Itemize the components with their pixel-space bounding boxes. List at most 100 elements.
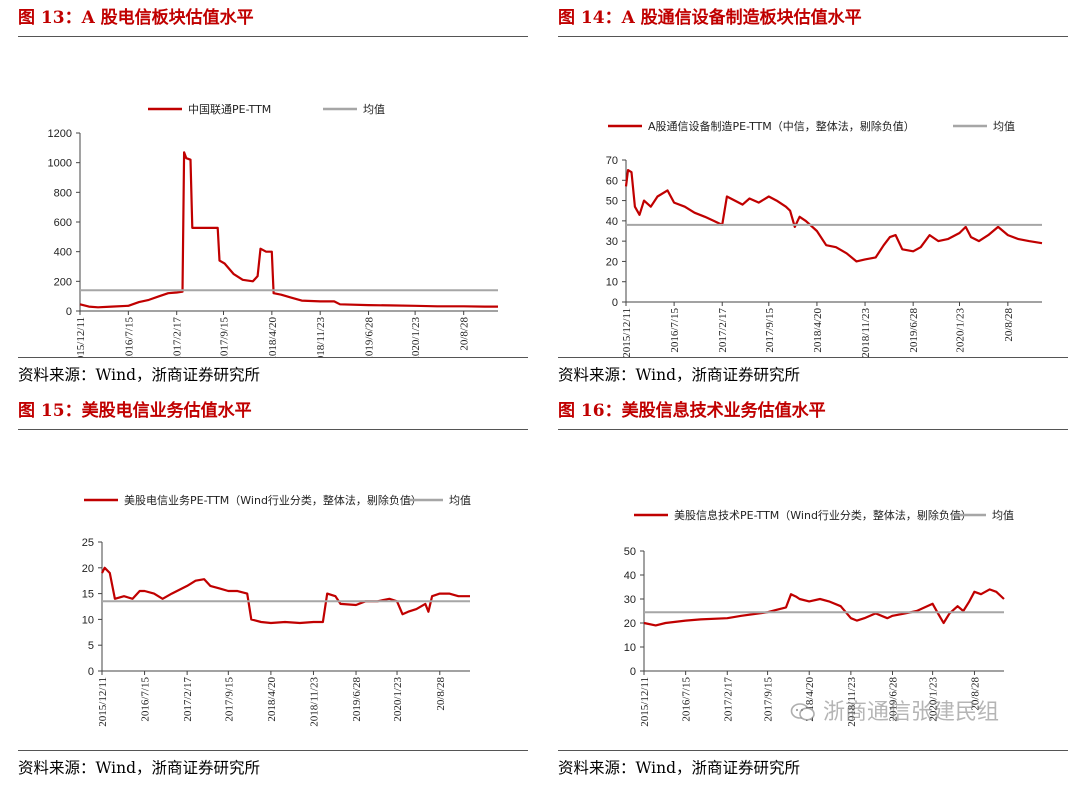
- legend-entry: 美股电信业务PE-TTM（Wind行业分类，整体法，剔除负值）: [84, 493, 422, 507]
- x-tick-label: 2019/6/28: [364, 317, 376, 357]
- y-tick-label: 70: [606, 155, 618, 167]
- legend-entry: 均值: [323, 103, 385, 116]
- pe-ttm-line: [101, 566, 470, 625]
- legend-label: 均值: [993, 120, 1015, 133]
- y-tick-label: 200: [54, 276, 72, 288]
- legend-entry: A股通信设备制造PE-TTM（中信，整体法，剔除负值）: [608, 119, 915, 133]
- x-tick-label: 2020/1/23: [410, 317, 422, 357]
- x-tick-label: 2020/1/23: [955, 308, 967, 353]
- chart-16: 0 10 20 30 40 50 2015/12/11 2016/7/15 2017/2/17 2…: [624, 508, 1014, 727]
- y-tick-label: 20: [82, 563, 94, 575]
- pe-ttm-line: [79, 151, 498, 309]
- wechat-icon: [790, 703, 815, 721]
- y-tick-label: 1000: [48, 158, 72, 170]
- pe-ttm-line: [624, 169, 1043, 263]
- x-tick-label: 2015/12/11: [97, 677, 109, 727]
- y-tick-label: 50: [606, 196, 618, 208]
- x-tick-label: 20/8/28: [435, 677, 447, 711]
- y-tick-label: 5: [88, 640, 94, 652]
- y-tick-label: 20: [624, 618, 636, 630]
- figure-15: 图 15：美股电信业务估值水平 0 5 10 15 20 25 2015/12/11 2016…: [18, 393, 528, 785]
- chart-15: 0 5 10 15 20 25 2015/12/11 2016/7/15 2017/2/17 20…: [82, 493, 471, 727]
- y-tick-label: 30: [606, 236, 618, 248]
- source-note: 资料来源：Wind，浙商证券研究所: [18, 357, 528, 392]
- legend-entry: 均值: [952, 509, 1014, 522]
- legend-label: 均值: [449, 494, 471, 507]
- x-tick-label: 2015/12/11: [639, 677, 651, 727]
- x-tick-label: 2018/11/23: [315, 317, 327, 357]
- x-tick-label: 20/8/28: [459, 317, 471, 351]
- figure-14: 图 14：A 股通信设备制造板块估值水平 0 10 20 30 40 50 60 70 2015…: [558, 0, 1068, 392]
- legend-entry: 美股信息技术PE-TTM（Wind行业分类，整体法，剔除负值）: [634, 508, 972, 522]
- y-tick-label: 15: [82, 589, 94, 601]
- y-tick-label: 600: [54, 217, 72, 229]
- y-tick-label: 60: [606, 175, 618, 187]
- legend-entry: 均值: [409, 494, 471, 507]
- y-tick-label: 400: [54, 247, 72, 259]
- y-tick-label: 10: [82, 614, 94, 626]
- y-tick-label: 30: [624, 594, 636, 606]
- x-tick-label: 2018/11/23: [860, 308, 872, 357]
- source-note: 资料来源：Wind，浙商证券研究所: [558, 357, 1068, 392]
- x-tick-label: 2017/2/17: [722, 677, 734, 722]
- y-tick-label: 10: [606, 277, 618, 289]
- source-note: 资料来源：Wind，浙商证券研究所: [18, 750, 528, 785]
- x-tick-label: 2016/7/15: [140, 677, 152, 722]
- legend-entry: 中国联通PE-TTM: [148, 103, 271, 116]
- legend-label: 美股信息技术PE-TTM（Wind行业分类，整体法，剔除负值）: [674, 508, 972, 522]
- legend-label: A股通信设备制造PE-TTM（中信，整体法，剔除负值）: [648, 119, 915, 133]
- x-tick-label: 2018/4/20: [266, 677, 278, 722]
- source-note: 资料来源：Wind，浙商证券研究所: [558, 750, 1068, 785]
- x-tick-label: 2019/6/28: [908, 308, 920, 353]
- x-tick-label: 2017/2/17: [172, 317, 184, 357]
- x-tick-label: 2018/11/23: [308, 677, 320, 727]
- y-tick-label: 40: [606, 216, 618, 228]
- x-tick-label: 2020/1/23: [928, 677, 940, 722]
- x-tick-label: 20/8/28: [969, 677, 981, 711]
- x-tick-label: 2020/1/23: [392, 677, 404, 722]
- legend-label: 均值: [992, 509, 1014, 522]
- y-tick-label: 50: [624, 546, 636, 558]
- x-tick-label: 2016/7/15: [681, 677, 693, 722]
- figure-title: 图 15：美股电信业务估值水平: [18, 393, 528, 430]
- legend-entry: 均值: [953, 120, 1015, 133]
- x-tick-label: 2018/11/23: [846, 677, 858, 727]
- legend-label: 美股电信业务PE-TTM（Wind行业分类，整体法，剔除负值）: [124, 493, 422, 507]
- x-tick-label: 2019/6/28: [888, 677, 900, 722]
- x-tick-label: 2017/9/15: [218, 317, 230, 357]
- x-tick-label: 2015/12/11: [75, 317, 87, 357]
- x-tick-label: 2016/7/15: [123, 317, 135, 357]
- chart-13: 0 200 400 600 800 1000 1200 2015/12/11 2016/7/15…: [48, 103, 498, 357]
- watermark: 浙商通信张建民组: [790, 694, 999, 726]
- chart-14: 0 10 20 30 40 50 60 70 2015/12/11 2016/7/15 2017/2…: [606, 119, 1043, 357]
- y-tick-label: 25: [82, 537, 94, 549]
- figure-16: 图 16：美股信息技术业务估值水平 0 10 20 30 40 50 2015/12/11 2…: [558, 393, 1068, 785]
- legend-label: 均值: [363, 103, 385, 116]
- x-tick-label: 2017/2/17: [182, 677, 194, 722]
- x-tick-label: 2019/6/28: [351, 677, 363, 722]
- figure-13: 图 13：A 股电信板块估值水平 0 200 400 600 800 1000 1200 20…: [18, 0, 528, 392]
- figure-title: 图 14：A 股通信设备制造板块估值水平: [558, 0, 1068, 37]
- y-tick-label: 40: [624, 570, 636, 582]
- y-tick-label: 20: [606, 256, 618, 268]
- y-tick-label: 0: [66, 306, 72, 318]
- x-tick-label: 2017/2/17: [717, 308, 729, 353]
- x-tick-label: 2017/9/15: [763, 677, 775, 722]
- x-tick-label: 2017/9/15: [764, 308, 776, 353]
- figure-title: 图 13：A 股电信板块估值水平: [18, 0, 528, 37]
- x-tick-label: 2018/4/20: [812, 308, 824, 353]
- pe-ttm-line: [643, 588, 1005, 627]
- x-tick-label: 2018/4/20: [267, 317, 279, 357]
- figure-title: 图 16：美股信息技术业务估值水平: [558, 393, 1068, 430]
- watermark-text: 浙商通信张建民组: [823, 700, 1000, 725]
- legend-label: 中国联通PE-TTM: [188, 103, 271, 116]
- y-tick-label: 800: [54, 187, 72, 199]
- y-tick-label: 0: [612, 297, 618, 309]
- x-tick-label: 2016/7/15: [669, 308, 681, 353]
- y-tick-label: 0: [88, 666, 94, 678]
- y-tick-label: 1200: [48, 128, 72, 140]
- x-tick-label: 2017/9/15: [223, 677, 235, 722]
- x-tick-label: 2015/12/11: [621, 308, 633, 357]
- y-tick-label: 10: [624, 642, 636, 654]
- y-tick-label: 0: [630, 666, 636, 678]
